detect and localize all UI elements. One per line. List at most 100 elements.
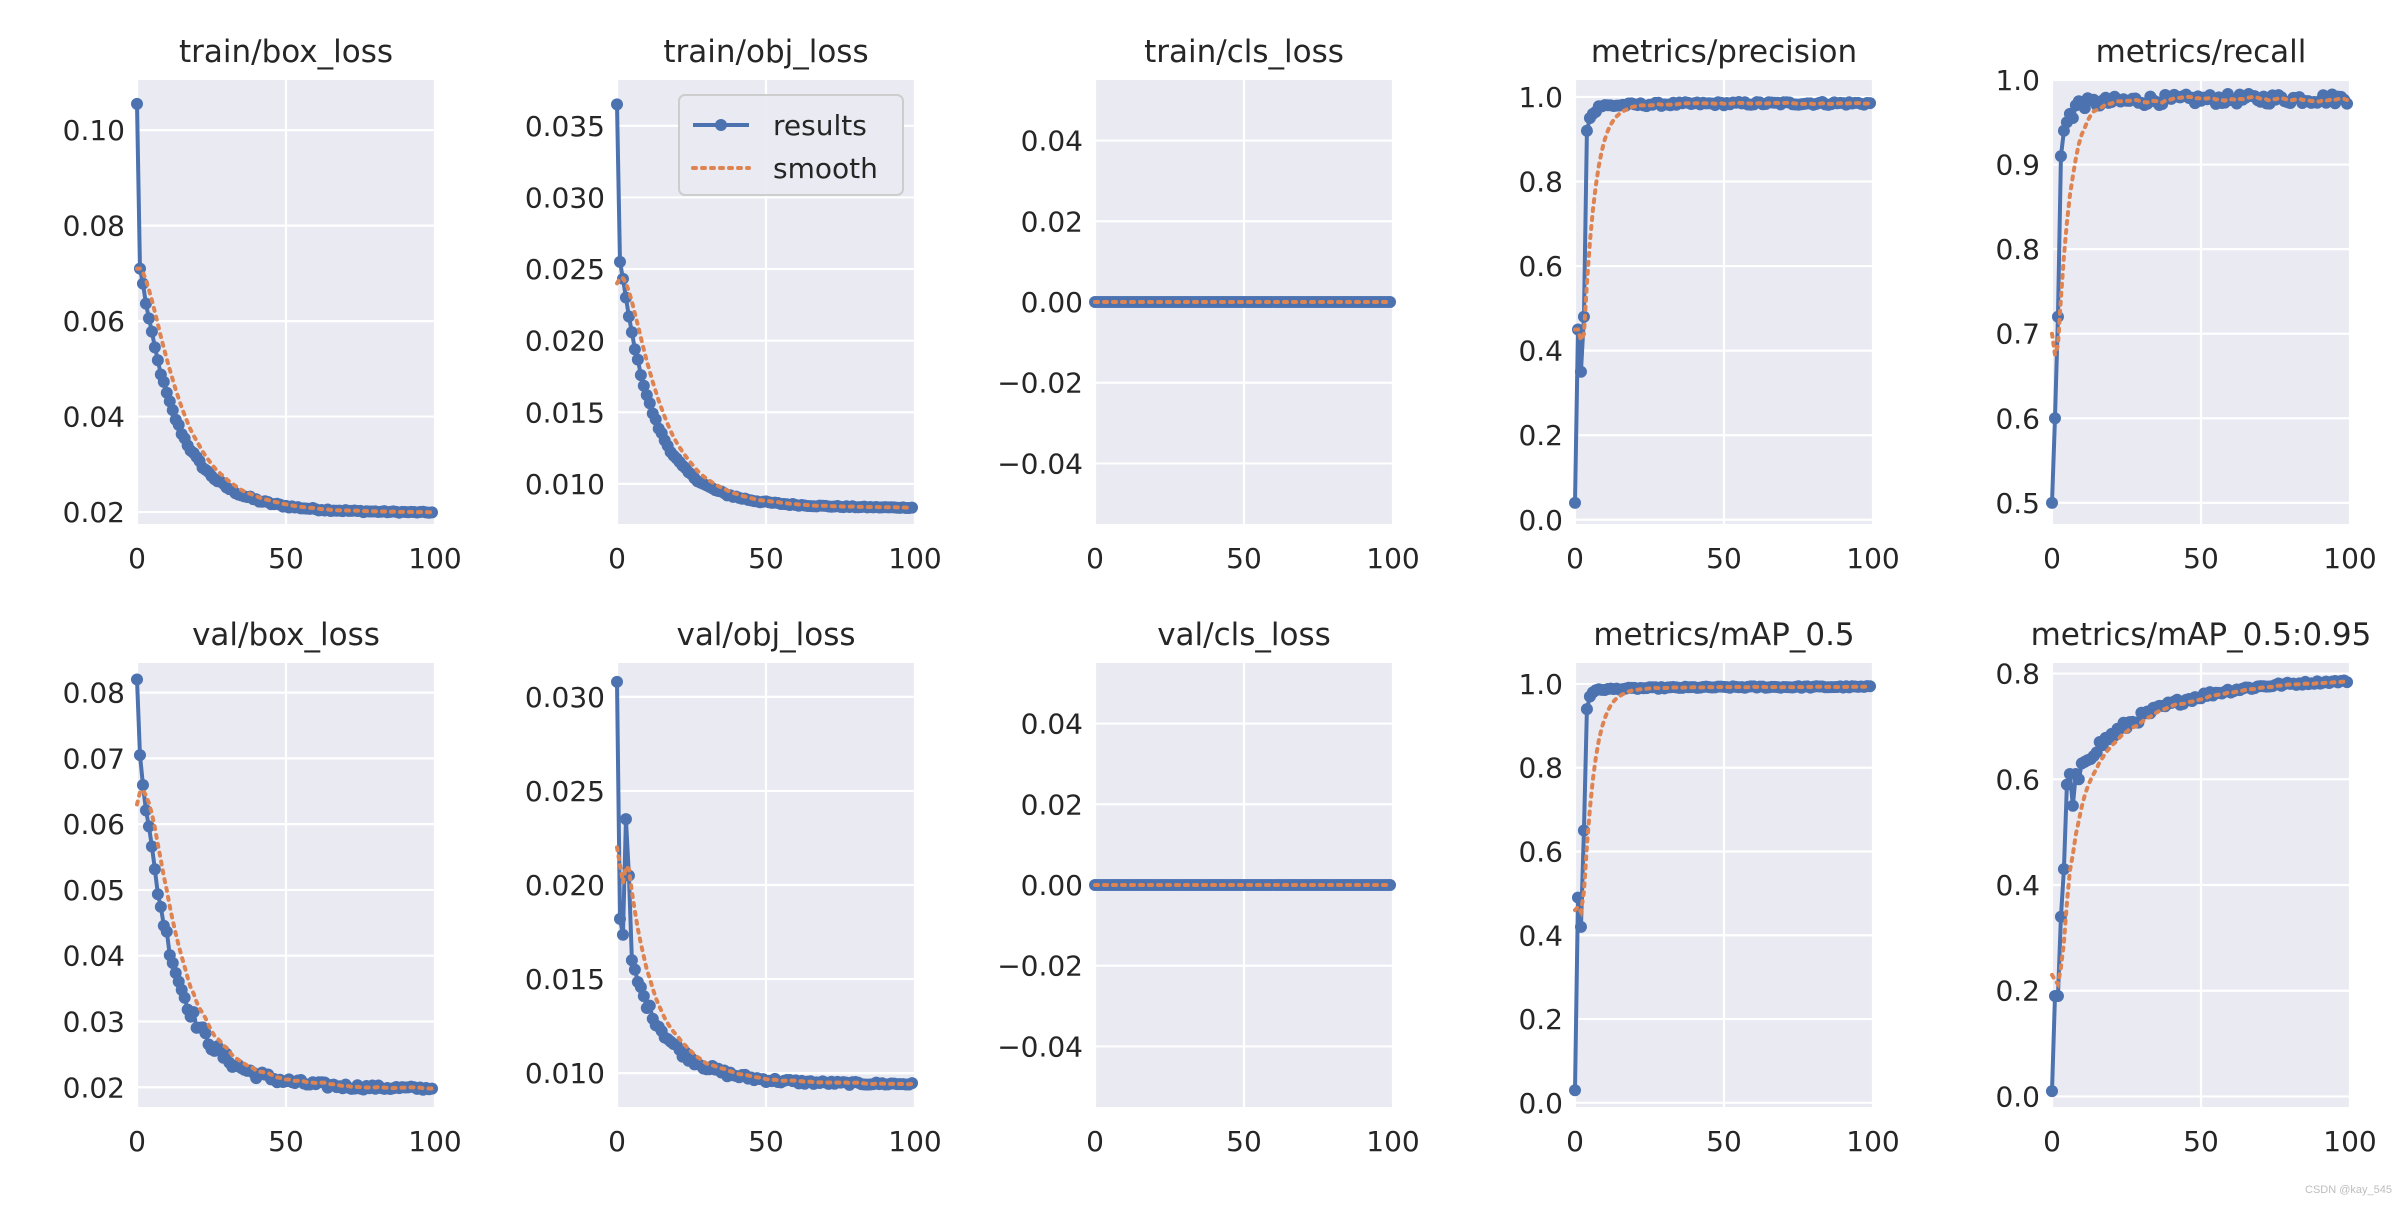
results-point [142, 312, 155, 325]
y-tick-label: 0.02 [1021, 788, 1083, 821]
x-tick-label: 100 [2323, 542, 2376, 575]
results-point [628, 343, 641, 356]
results-point [622, 310, 635, 323]
subplot-metrics-recall: metrics/recall 0 50 100 0.5 0.6 0.7 0.8 0.9 1.0 [1995, 34, 2376, 575]
subplot-train-box-loss: train/box_loss 0 50 100 0.02 0.04 0.06 0.08 0.10 [63, 34, 462, 575]
results-markers [2046, 674, 2354, 1098]
x-tick-label: 50 [1706, 1125, 1742, 1158]
results-point [625, 954, 638, 967]
subplot-metrics-precision: metrics/precision 0 50 100 0.0 0.2 0.4 0.6 0.8 1.… [1518, 34, 1899, 575]
y-tick-label: 0.4 [1995, 869, 2040, 902]
subplot-title: metrics/recall [2096, 34, 2307, 70]
subplot-title: train/obj_loss [663, 34, 868, 70]
y-tick-label: 0.010 [525, 1057, 605, 1090]
y-tick-label: 0.02 [63, 1071, 125, 1104]
results-point [643, 397, 656, 410]
x-tick-label: 50 [748, 542, 784, 575]
x-tick-label: 100 [1846, 542, 1899, 575]
y-tick-label: 0.06 [63, 808, 125, 841]
x-tick-label: 100 [888, 542, 941, 575]
y-tick-label: 0.6 [1995, 402, 2040, 435]
results-point [1580, 703, 1593, 716]
results-point [166, 957, 179, 970]
y-tick-label: 0.02 [1021, 205, 1083, 238]
y-tick-label: 0.0 [1995, 1080, 2040, 1113]
y-tick-label: 0.2 [1518, 1003, 1563, 1036]
y-tick-label: 0.0 [1518, 504, 1563, 537]
results-point [611, 98, 623, 111]
results-point [2048, 412, 2061, 425]
y-tick-label: 0.00 [1021, 869, 1083, 902]
legend-results-label: results [773, 109, 867, 142]
results-point [906, 501, 919, 514]
y-tick-label: 0.8 [1518, 165, 1563, 198]
results-point [1864, 97, 1877, 110]
smooth-line [135, 266, 435, 515]
results-point [187, 1006, 200, 1019]
results-point [2057, 863, 2070, 876]
x-tick-label: 100 [408, 542, 461, 575]
x-tick-label: 100 [1366, 542, 1419, 575]
y-tick-label: 1.0 [1518, 668, 1563, 701]
results-point [613, 912, 626, 925]
results-point [634, 369, 647, 382]
legend-smooth-label: smooth [773, 152, 878, 185]
y-tick-label: 0.08 [63, 210, 125, 243]
results-point [616, 928, 629, 941]
x-tick-label: 0 [2043, 1125, 2061, 1158]
results-point [649, 413, 662, 426]
x-tick-label: 50 [748, 1125, 784, 1158]
y-tick-label: 0.020 [525, 325, 605, 358]
y-tick-label: −0.04 [997, 1030, 1083, 1063]
results-point [145, 840, 158, 853]
y-tick-label: 0.04 [63, 940, 125, 973]
results-point [151, 888, 164, 901]
results-point [637, 379, 650, 392]
results-point [145, 325, 158, 338]
results-point [148, 863, 161, 876]
y-tick-label: 0.04 [1021, 125, 1083, 158]
results-point [139, 297, 152, 310]
results-point [157, 375, 170, 388]
smooth-line [1573, 100, 1873, 346]
x-tick-label: 50 [268, 542, 304, 575]
results-point [1384, 296, 1397, 308]
results-point [154, 900, 167, 913]
results-point [2066, 112, 2079, 125]
results-point [166, 404, 179, 417]
legend: results smooth [678, 94, 904, 196]
x-tick-label: 50 [1226, 1125, 1262, 1158]
y-tick-label: −0.02 [997, 950, 1083, 983]
results-point [2051, 990, 2064, 1002]
x-tick-label: 50 [2183, 542, 2219, 575]
x-tick-label: 100 [1366, 1125, 1419, 1158]
x-tick-label: 100 [408, 1125, 461, 1158]
y-tick-label: 0.8 [1995, 658, 2040, 691]
y-tick-label: 0.6 [1518, 250, 1563, 283]
results-point [2046, 1085, 2058, 1098]
subplot-val-obj-loss: val/obj_loss 0 50 100 0.010 0.015 0.020 0.025 0.… [525, 617, 942, 1158]
results-point [2060, 778, 2073, 791]
subplot-title: metrics/mAP_0.5:0.95 [2031, 617, 2372, 653]
x-tick-label: 0 [608, 1125, 626, 1158]
results-point [1574, 920, 1587, 933]
smooth-line [1573, 684, 1873, 918]
y-tick-label: 0.02 [63, 496, 125, 529]
x-tick-label: 100 [2323, 1125, 2376, 1158]
y-tick-label: 1.0 [1995, 64, 2040, 97]
legend-box [678, 94, 904, 196]
y-tick-label: 0.030 [525, 181, 605, 214]
results-point [2046, 496, 2058, 509]
x-tick-label: 100 [888, 1125, 941, 1158]
results-point [2072, 773, 2085, 786]
results-point [160, 925, 173, 938]
y-tick-label: 0.2 [1518, 419, 1563, 452]
results-point [131, 97, 143, 110]
subplot-train-obj-loss: train/obj_loss 0 50 100 0.010 0.015 0.020 0.025… [525, 34, 942, 575]
y-tick-label: 0.7 [1995, 318, 2040, 351]
legend-results-marker [715, 119, 727, 131]
subplot-title: metrics/mAP_0.5 [1593, 617, 1854, 653]
subplot-train-cls-loss: train/cls_loss 0 50 100 −0.04 −0.02 0.00 0.02 0.… [997, 34, 1420, 575]
subplot-title: metrics/precision [1591, 34, 1857, 70]
y-tick-label: 0.04 [63, 401, 125, 434]
